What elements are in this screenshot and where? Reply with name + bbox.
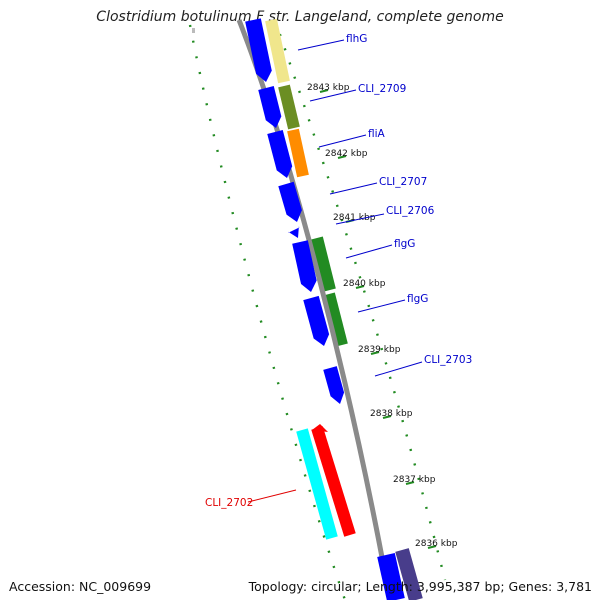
cog-bottom-block	[395, 548, 423, 600]
backbone-dotted-guides	[188, 19, 447, 600]
cog-cli2709-block	[278, 84, 300, 130]
gene-label-flgg: flgG	[407, 293, 428, 305]
gene-flia-arrow	[267, 129, 293, 178]
tick-mark	[427, 545, 437, 549]
gene-label-flia: fliA	[368, 128, 386, 140]
accession-text: Accession: NC_009699	[9, 579, 152, 594]
gene-label-cli_2707: CLI_2707	[379, 176, 427, 188]
gene-label-leader	[318, 134, 367, 148]
gene-bottom-arrow	[377, 553, 405, 600]
gene-label-leader	[335, 213, 385, 225]
gene-label-cli_2703: CLI_2703	[424, 354, 472, 366]
outer-dotted-guide	[273, 19, 447, 581]
cog-feature-track	[265, 18, 423, 600]
guide-marker	[192, 28, 195, 33]
tick-mark	[382, 415, 392, 419]
gene-cli2702-red-arrow	[311, 426, 356, 537]
tick-label: 2836 kbp	[415, 539, 458, 549]
tick-mark	[319, 89, 329, 93]
gene-label-cli_2702: CLI_2702	[205, 497, 253, 509]
gene-cli2702-arrow-tip	[312, 424, 328, 432]
tick-label: 2838 kbp	[370, 409, 413, 419]
cog-flia-block	[287, 128, 309, 178]
gene-label-leader	[247, 489, 297, 503]
gene-label-leader	[374, 361, 423, 377]
tick-label: 2839 kbp	[358, 345, 401, 355]
tick-label: 2840 kbp	[343, 279, 386, 289]
gene-label-leader	[329, 182, 378, 195]
gene-label-cli_2706: CLI_2706	[386, 205, 435, 217]
tick-mark	[370, 351, 380, 355]
gene-cli2706-arrow	[288, 226, 300, 238]
tick-label: 2837 kbp	[393, 475, 436, 485]
gene-label-flgg: flgG	[394, 238, 415, 250]
gene-flgG-2-arrow	[303, 295, 330, 346]
gene-label-flhg: flhG	[346, 33, 367, 45]
gene-flgG-1-arrow	[292, 240, 317, 292]
tick-label: 2841 kbp	[333, 213, 376, 223]
map-title: Clostridium botulinum F str. Langeland, …	[96, 9, 504, 25]
genome-summary-text: Topology: circular; Length: 3,995,387 bp…	[248, 579, 592, 594]
cog-flhG-block	[265, 18, 290, 84]
gene-cli2707-arrow	[278, 181, 302, 222]
gene-track	[245, 18, 405, 600]
gene-flhG-arrow	[245, 18, 272, 82]
gene-label-leader	[297, 39, 345, 51]
gene-label-leader	[345, 244, 393, 259]
kbp-ticks: 2843 kbp 2842 kbp 2841 kbp 2840 kbp 2839 kbp…	[307, 83, 458, 549]
cog-flgG-1-block	[311, 236, 336, 292]
tick-mark	[405, 481, 415, 485]
tick-mark	[355, 285, 365, 289]
tick-label: 2843 kbp	[307, 83, 350, 93]
cog-flgG-2-block	[323, 292, 348, 347]
tick-mark	[337, 155, 347, 159]
gene-label-cli_2709: CLI_2709	[358, 83, 406, 95]
gene-label-leader	[357, 299, 406, 313]
cog-cli2702-cyan-block	[296, 428, 338, 540]
gene-cli2709-arrow	[258, 86, 282, 128]
gene-labels: flhG CLI_2709 fliA CLI_2707 CLI_2706 flgG flgG…	[205, 33, 472, 509]
genome-backbone	[236, 19, 393, 600]
gene-label-leader	[309, 89, 357, 102]
backbone-line	[236, 19, 393, 600]
gene-cli2703-arrow	[323, 366, 345, 404]
tick-label: 2842 kbp	[325, 149, 368, 159]
